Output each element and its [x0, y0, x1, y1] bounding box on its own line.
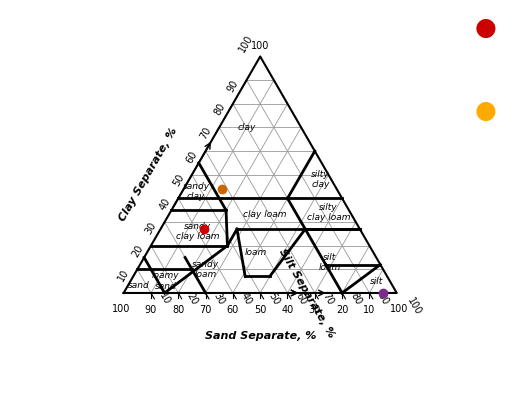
Text: sandy
clay: sandy clay	[183, 182, 210, 201]
Text: 80: 80	[172, 305, 184, 315]
Text: 40: 40	[239, 291, 254, 307]
Text: loamy
sand: loamy sand	[152, 271, 180, 291]
Text: 70: 70	[198, 126, 213, 141]
Text: 50: 50	[171, 173, 186, 188]
Text: silty
clay loam: silty clay loam	[307, 203, 350, 222]
Text: 50: 50	[267, 291, 281, 307]
Text: sandy
clay loam: sandy clay loam	[176, 222, 219, 241]
Text: ●: ●	[475, 99, 497, 122]
Text: loam: loam	[245, 248, 267, 257]
Text: 30: 30	[309, 305, 321, 315]
Text: silt
loam: silt loam	[319, 252, 341, 272]
Text: 90: 90	[145, 305, 157, 315]
Text: 20: 20	[184, 291, 199, 307]
Text: 40: 40	[157, 196, 172, 212]
Text: Clay Separate, %: Clay Separate, %	[117, 126, 179, 223]
Text: 70: 70	[199, 305, 212, 315]
Text: ●: ●	[475, 16, 497, 40]
Text: 10: 10	[157, 291, 172, 307]
Text: 20: 20	[130, 244, 145, 260]
Text: 100: 100	[112, 304, 130, 314]
Text: 40: 40	[281, 305, 294, 315]
Text: 100: 100	[251, 41, 269, 51]
Text: 80: 80	[212, 102, 227, 117]
Text: Sand Separate, %: Sand Separate, %	[204, 331, 316, 341]
Text: 100: 100	[237, 33, 255, 54]
Text: clay: clay	[237, 123, 256, 132]
Text: 10: 10	[116, 267, 131, 283]
Text: 20: 20	[336, 305, 348, 315]
Text: 50: 50	[254, 305, 267, 315]
Text: sandy
loam: sandy loam	[192, 260, 219, 279]
Text: 100: 100	[405, 296, 423, 317]
Text: silt: silt	[370, 276, 383, 286]
Text: 70: 70	[321, 291, 336, 307]
Text: silty
clay: silty clay	[311, 170, 330, 189]
Text: 30: 30	[212, 291, 227, 307]
Text: sand: sand	[128, 281, 150, 290]
Text: Silt Separate, %: Silt Separate, %	[277, 247, 336, 339]
Text: 90: 90	[375, 291, 390, 307]
Text: 60: 60	[294, 291, 309, 307]
Text: 30: 30	[144, 220, 158, 236]
Text: 60: 60	[185, 149, 200, 165]
Text: 80: 80	[348, 291, 363, 307]
Text: 90: 90	[226, 78, 241, 94]
Text: 100: 100	[390, 304, 409, 314]
Text: 10: 10	[363, 305, 375, 315]
Text: 60: 60	[227, 305, 239, 315]
Text: clay loam: clay loam	[243, 211, 286, 220]
